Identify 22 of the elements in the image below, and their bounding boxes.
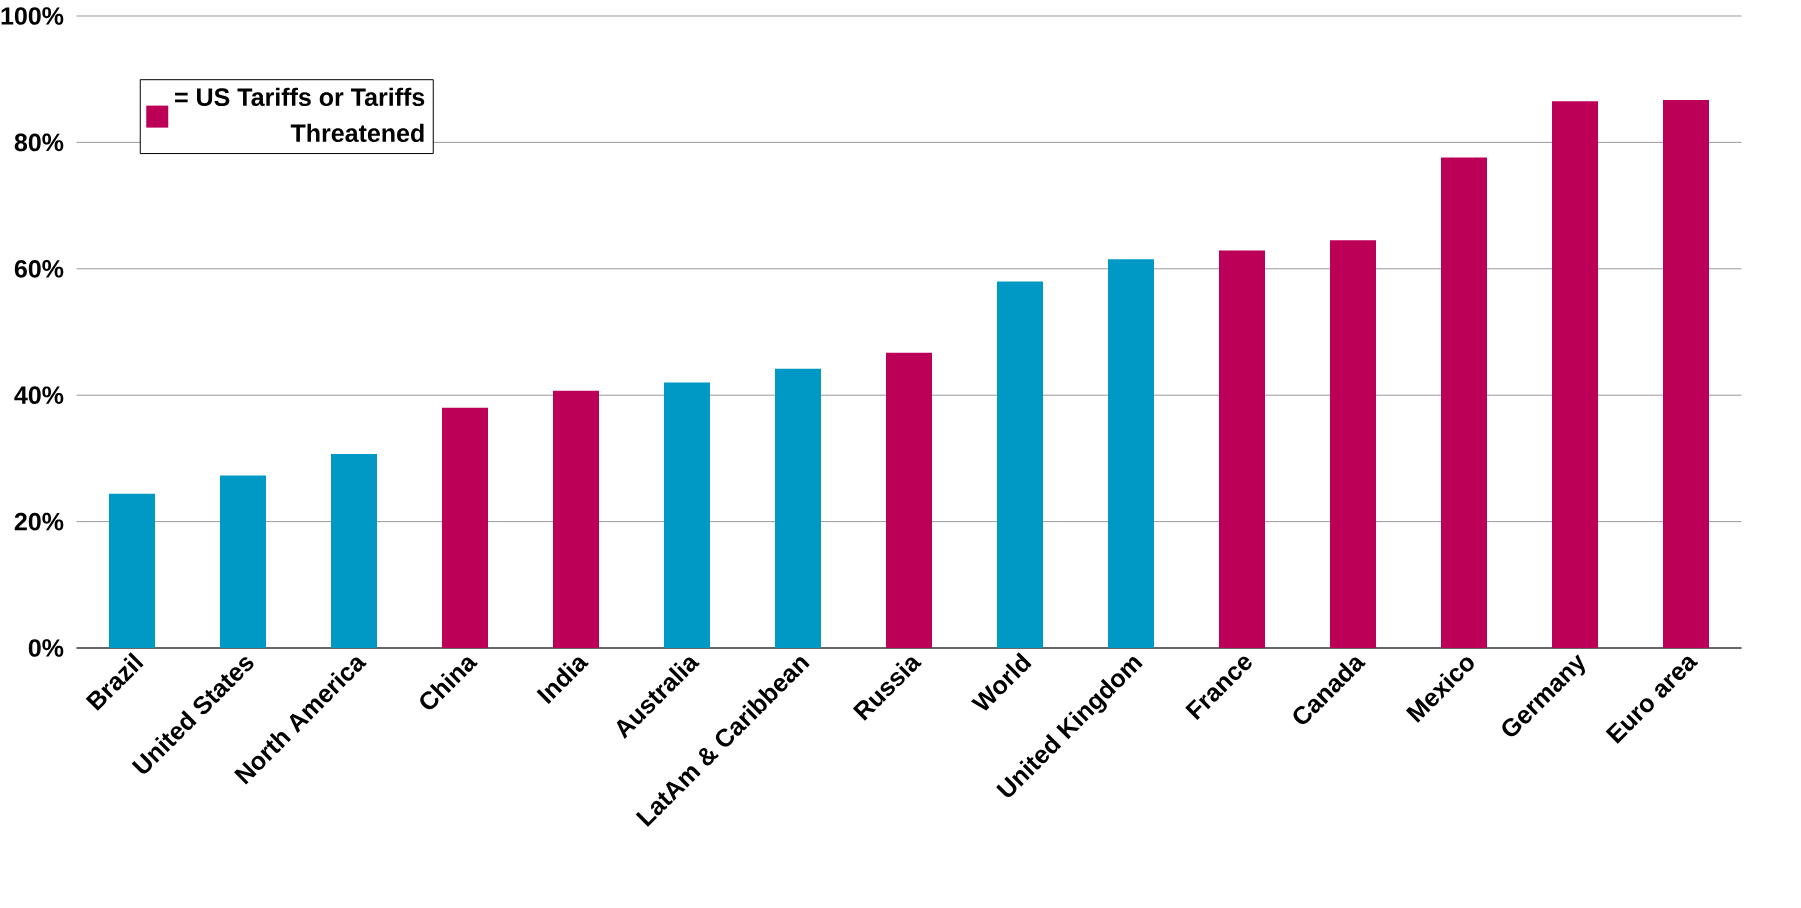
y-tick-label: 100% (1, 7, 64, 25)
bar (1108, 259, 1154, 648)
bar (1441, 157, 1487, 648)
bar (331, 453, 377, 648)
bar (997, 281, 1043, 648)
bar (1552, 101, 1598, 648)
y-tick-label: 40% (14, 386, 64, 405)
bar (1219, 250, 1265, 648)
bar (553, 390, 599, 648)
bar (442, 407, 488, 648)
y-tick-label: 60% (14, 259, 64, 278)
legend-label: = US Tariffs or Tariffs Threatened (175, 87, 425, 143)
y-tick-label: 80% (14, 133, 64, 152)
bar (775, 368, 821, 648)
bar (220, 475, 266, 648)
y-tick-label: 0% (28, 639, 64, 657)
bar (886, 352, 932, 648)
bar (1663, 100, 1709, 648)
bar (1330, 240, 1376, 648)
bar (664, 382, 710, 648)
y-tick-label: 20% (14, 512, 64, 531)
bar (109, 493, 155, 648)
